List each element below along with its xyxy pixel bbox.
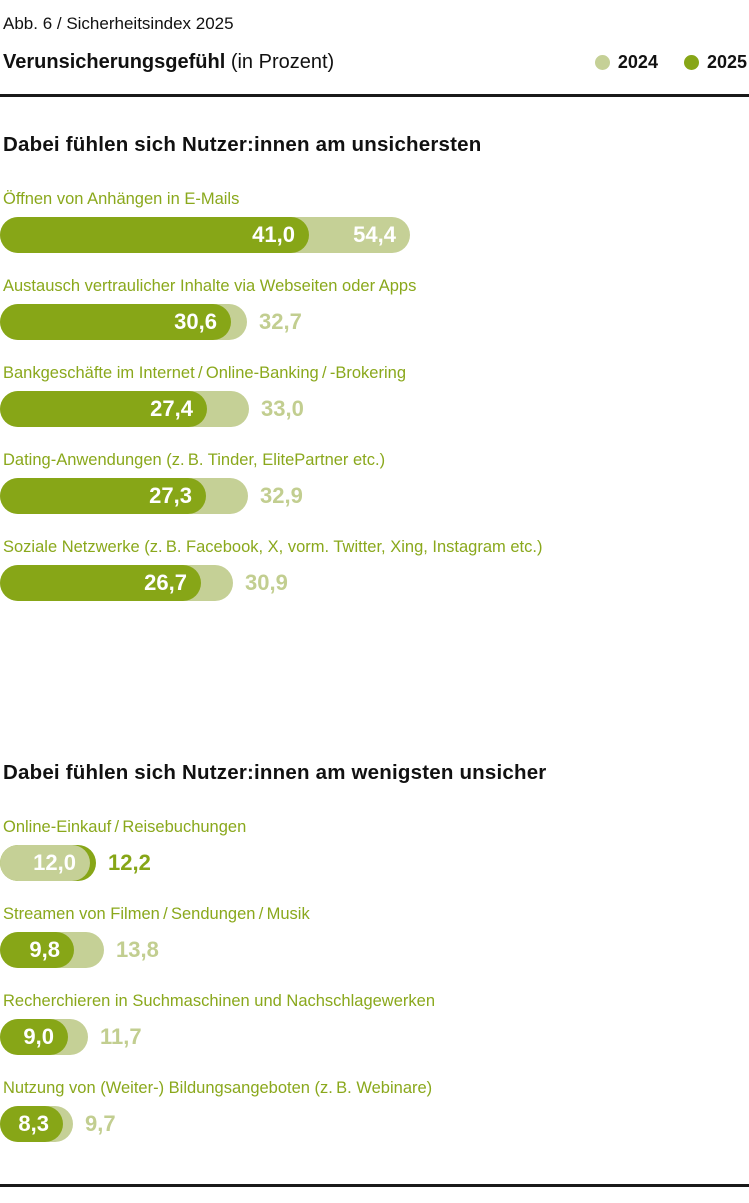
bar-2024 bbox=[0, 845, 90, 881]
value-2024: 32,9 bbox=[260, 483, 303, 508]
value-2025: 9,0 bbox=[23, 1024, 54, 1049]
top-divider bbox=[0, 94, 749, 97]
bar-row: Online-Einkauf / Reisebuchungen 12,0 12,2 bbox=[0, 818, 749, 881]
value-2024: 32,7 bbox=[259, 309, 302, 334]
value-2024: 9,7 bbox=[85, 1111, 116, 1136]
bar-track: 9,8 13,8 bbox=[0, 932, 749, 968]
bar-category-label: Recherchieren in Suchmaschinen und Nachs… bbox=[3, 992, 435, 1010]
value-2024: 54,4 bbox=[353, 222, 396, 247]
chart-title-main: Verunsicherungsgefühl bbox=[3, 51, 226, 73]
bar-2025 bbox=[0, 391, 207, 427]
bar-track: 27,3 32,9 bbox=[0, 478, 749, 514]
bar-row: Bankgeschäfte im Internet / Online-Banki… bbox=[0, 364, 749, 427]
bar-track: 26,7 30,9 bbox=[0, 565, 749, 601]
bar-track: 9,0 11,7 bbox=[0, 1019, 749, 1055]
bar-row: Soziale Netzwerke (z. B. Facebook, X, vo… bbox=[0, 538, 749, 601]
legend-dot-2024-icon bbox=[594, 54, 610, 70]
legend-item-2025: 2025 bbox=[683, 51, 747, 73]
bar-category-label: Austausch vertraulicher Inhalte via Webs… bbox=[3, 277, 417, 295]
bar-category-label: Online-Einkauf / Reisebuchungen bbox=[3, 818, 247, 836]
bar-row: Recherchieren in Suchmaschinen und Nachs… bbox=[0, 992, 749, 1055]
bar-track: 27,4 33,0 bbox=[0, 391, 749, 427]
bottom-divider bbox=[0, 1184, 749, 1187]
bar-category-label: Streamen von Filmen / Sendungen / Musik bbox=[3, 905, 310, 923]
legend-item-2024: 2024 bbox=[594, 51, 658, 73]
bar-2025 bbox=[0, 478, 206, 514]
value-2025: 27,3 bbox=[149, 483, 192, 508]
bar-row: Austausch vertraulicher Inhalte via Webs… bbox=[0, 277, 749, 340]
bar-track: 12,0 12,2 bbox=[0, 845, 749, 881]
value-2025: 30,6 bbox=[174, 309, 217, 334]
legend-label-2024: 2024 bbox=[617, 51, 658, 72]
value-2025: 41,0 bbox=[252, 222, 295, 247]
bar-track: 30,6 32,7 bbox=[0, 304, 749, 340]
value-2024: 13,8 bbox=[116, 937, 159, 962]
figure-label: Abb. 6 / Sicherheitsindex 2025 bbox=[3, 14, 234, 33]
bar-2025 bbox=[0, 1106, 63, 1142]
bar-rows: Öffnen von Anhängen in E-Mails 41,0 54,4 Au… bbox=[0, 190, 749, 601]
section-least-insecure: Dabei fühlen sich Nutzer:innen am wenigs… bbox=[0, 761, 749, 1142]
bar-2025 bbox=[0, 217, 309, 253]
bar-2025 bbox=[0, 1019, 68, 1055]
bar-category-label: Soziale Netzwerke (z. B. Facebook, X, vo… bbox=[3, 538, 543, 556]
value-2024: 33,0 bbox=[261, 396, 304, 421]
bar-rows: Online-Einkauf / Reisebuchungen 12,0 12,2 S… bbox=[0, 818, 749, 1142]
section-heading: Dabei fühlen sich Nutzer:innen am unsich… bbox=[3, 133, 482, 156]
bar-row: Streamen von Filmen / Sendungen / Musik 9… bbox=[0, 905, 749, 968]
value-2025: 26,7 bbox=[144, 570, 187, 595]
value-2025: 8,3 bbox=[18, 1111, 49, 1136]
bar-category-label: Nutzung von (Weiter-) Bildungsangeboten … bbox=[3, 1079, 433, 1097]
section-heading: Dabei fühlen sich Nutzer:innen am wenigs… bbox=[3, 761, 547, 784]
bar-category-label: Öffnen von Anhängen in E-Mails bbox=[3, 190, 240, 208]
bar-2025 bbox=[0, 304, 231, 340]
section-most-insecure: Dabei fühlen sich Nutzer:innen am unsich… bbox=[0, 133, 749, 601]
bar-2025 bbox=[0, 932, 74, 968]
value-2025: 9,8 bbox=[29, 937, 60, 962]
value-2024: 11,7 bbox=[100, 1024, 142, 1049]
bar-category-label: Bankgeschäfte im Internet / Online-Banki… bbox=[3, 364, 407, 382]
bar-row: Öffnen von Anhängen in E-Mails 41,0 54,4 bbox=[0, 190, 749, 253]
value-2025: 27,4 bbox=[150, 396, 193, 421]
bar-2025 bbox=[0, 565, 201, 601]
bar-track: 8,3 9,7 bbox=[0, 1106, 749, 1142]
value-2024: 30,9 bbox=[245, 570, 288, 595]
legend-label-2025: 2025 bbox=[706, 51, 747, 72]
chart-title: Verunsicherungsgefühl (in Prozent) bbox=[3, 50, 334, 74]
bar-category-label: Dating-Anwendungen (z. B. Tinder, EliteP… bbox=[3, 451, 386, 469]
value-2025: 12,2 bbox=[108, 850, 151, 875]
value-2024: 12,0 bbox=[33, 850, 76, 875]
legend-dot-2025-icon bbox=[683, 54, 699, 70]
bar-track: 41,0 54,4 bbox=[0, 217, 749, 253]
bar-row: Nutzung von (Weiter-) Bildungsangeboten … bbox=[0, 1079, 749, 1142]
title-row: Verunsicherungsgefühl (in Prozent) 2024 … bbox=[3, 50, 747, 74]
chart-title-suffix: (in Prozent) bbox=[230, 51, 335, 73]
legend: 2024 2025 bbox=[594, 51, 747, 73]
bar-row: Dating-Anwendungen (z. B. Tinder, EliteP… bbox=[0, 451, 749, 514]
